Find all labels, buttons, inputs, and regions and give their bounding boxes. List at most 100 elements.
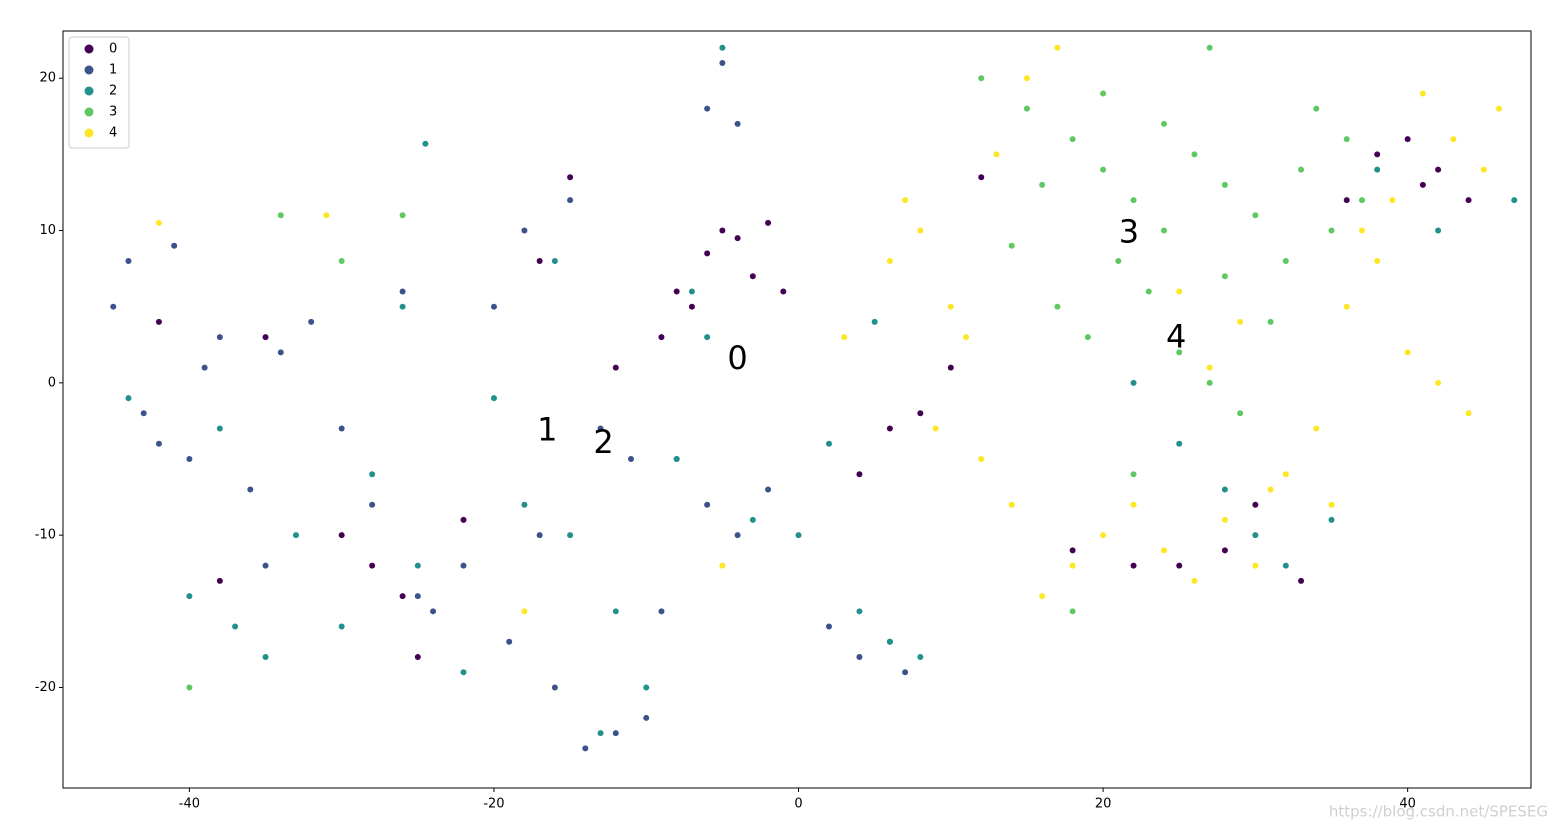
point [369, 501, 376, 508]
point [978, 174, 985, 181]
legend-marker [84, 128, 94, 138]
point [1435, 166, 1442, 173]
x-tick-label: -40 [179, 797, 200, 812]
point [1374, 166, 1381, 173]
x-tick-label: -20 [483, 797, 504, 812]
point [277, 349, 284, 356]
point [1252, 212, 1259, 219]
legend-label: 2 [109, 84, 117, 99]
point [734, 532, 741, 539]
point [1084, 334, 1091, 341]
point [369, 471, 376, 478]
point [1130, 501, 1137, 508]
point [1450, 136, 1457, 143]
point [155, 219, 162, 226]
point [1100, 90, 1107, 97]
point [1328, 516, 1335, 523]
point [1206, 44, 1213, 51]
point [1145, 288, 1152, 295]
point [1069, 136, 1076, 143]
point [1039, 593, 1046, 600]
point [1313, 105, 1320, 112]
point [765, 486, 772, 493]
point [567, 532, 574, 539]
point [963, 334, 970, 341]
point [673, 456, 680, 463]
point [1435, 379, 1442, 386]
point [1115, 257, 1122, 264]
point [201, 364, 208, 371]
point [1404, 349, 1411, 356]
point [886, 638, 893, 645]
point [917, 654, 924, 661]
point [1191, 151, 1198, 158]
point [1176, 349, 1183, 356]
point [551, 257, 558, 264]
point [277, 212, 284, 219]
point [704, 105, 711, 112]
point [1252, 501, 1259, 508]
point [1237, 318, 1244, 325]
point [825, 440, 832, 447]
point [795, 532, 802, 539]
point [369, 562, 376, 569]
point [1252, 562, 1259, 569]
point [1176, 440, 1183, 447]
point [262, 562, 269, 569]
point [1130, 197, 1137, 204]
point [1465, 410, 1472, 417]
point [1496, 105, 1503, 112]
point [1206, 379, 1213, 386]
point [719, 562, 726, 569]
point [414, 562, 421, 569]
point [414, 593, 421, 600]
point [704, 501, 711, 508]
point [1328, 501, 1335, 508]
point [567, 174, 574, 181]
point [171, 242, 178, 249]
point [1069, 547, 1076, 554]
point [749, 273, 756, 280]
point [1221, 547, 1228, 554]
legend-marker [84, 65, 94, 75]
point [125, 395, 132, 402]
point [871, 318, 878, 325]
point [1282, 562, 1289, 569]
point [704, 250, 711, 257]
point [978, 75, 985, 82]
point [460, 516, 467, 523]
point [734, 235, 741, 242]
point [399, 303, 406, 310]
point [1069, 608, 1076, 615]
annotation: 0 [727, 339, 747, 377]
point [704, 334, 711, 341]
point [1267, 486, 1274, 493]
point [719, 227, 726, 234]
point [338, 425, 345, 432]
point [902, 197, 909, 204]
point [399, 212, 406, 219]
annotation: 4 [1166, 318, 1186, 356]
point [1298, 577, 1305, 584]
point [582, 745, 589, 752]
point [506, 638, 513, 645]
point [612, 608, 619, 615]
point [749, 516, 756, 523]
point [947, 364, 954, 371]
legend-marker [84, 107, 94, 117]
point [719, 44, 726, 51]
point [1054, 303, 1061, 310]
point [338, 623, 345, 630]
point [323, 212, 330, 219]
point [673, 288, 680, 295]
point [422, 140, 429, 147]
point [612, 730, 619, 737]
legend-marker [84, 44, 94, 54]
point [825, 623, 832, 630]
point [1282, 471, 1289, 478]
point [1267, 318, 1274, 325]
point [1374, 151, 1381, 158]
point [1358, 227, 1365, 234]
